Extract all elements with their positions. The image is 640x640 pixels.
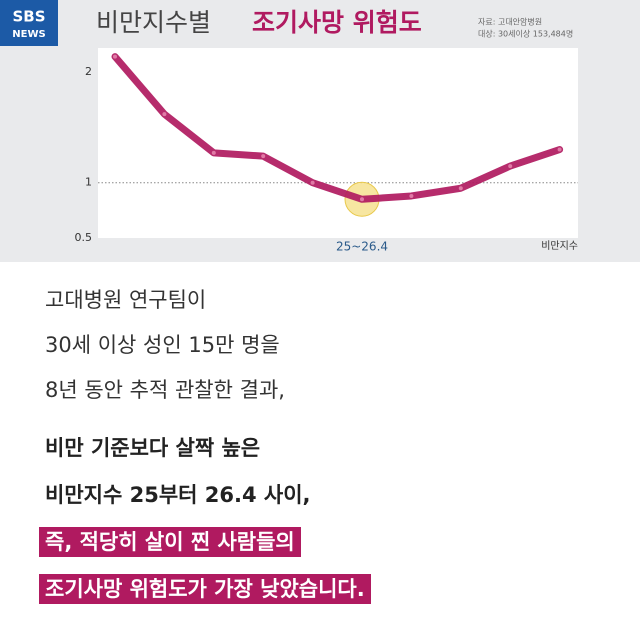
- source: 자료: 고대안암병원: [478, 17, 542, 27]
- y-tick-label: 1: [85, 176, 92, 189]
- point: [557, 147, 562, 152]
- highlight-text: 조기사망 위험도가 가장 낮았습니다.: [39, 574, 371, 604]
- x-axis-label: 비만지수: [541, 240, 578, 252]
- logo: NEWS: [12, 29, 45, 40]
- text-line: 고대병원 연구팀이: [45, 288, 207, 312]
- chart: SBS NEWS 비만지수별 조기사망 위험도 자료: 고대안암병원 대상: 3…: [0, 0, 640, 262]
- chart-title: 조기사망 위험도: [252, 8, 422, 37]
- logo-box: [0, 0, 58, 46]
- point: [211, 150, 216, 155]
- line: [111, 53, 564, 203]
- chart-title: 비만지수별: [96, 8, 211, 37]
- text-line: 비만 기준보다 살짝 높은: [45, 436, 261, 460]
- point: [162, 112, 167, 117]
- y-tick-label: 2: [85, 65, 92, 78]
- point: [310, 180, 315, 185]
- text-line: 조기사망 위험도가 가장 낮았습니다.: [39, 566, 625, 613]
- point: [409, 193, 414, 198]
- point: [261, 154, 266, 159]
- plot-area: [98, 48, 578, 238]
- highlight-text: 즉, 적당히 살이 찐 사람들의: [39, 527, 301, 557]
- y-tick-label: 0.5: [75, 231, 93, 244]
- x-tick-label: 25~26.4: [336, 240, 388, 254]
- point: [508, 164, 513, 169]
- text-line: 30세 이상 성인 15만 명을: [45, 333, 280, 357]
- text-line: 8년 동안 추적 관찰한 결과,: [45, 378, 285, 402]
- text-line: 비만지수 25부터 26.4 사이,: [45, 483, 311, 507]
- body: 고대병원 연구팀이 30세 이상 성인 15만 명을 8년 동안 추적 관찰한 결과…: [39, 278, 625, 613]
- text-line: 즉, 적당히 살이 찐 사람들의: [39, 519, 625, 566]
- point: [360, 197, 364, 202]
- point: [113, 54, 117, 59]
- logo: SBS: [12, 8, 45, 26]
- point: [458, 186, 463, 191]
- source: 대상: 30세이상 153,484명: [478, 29, 573, 39]
